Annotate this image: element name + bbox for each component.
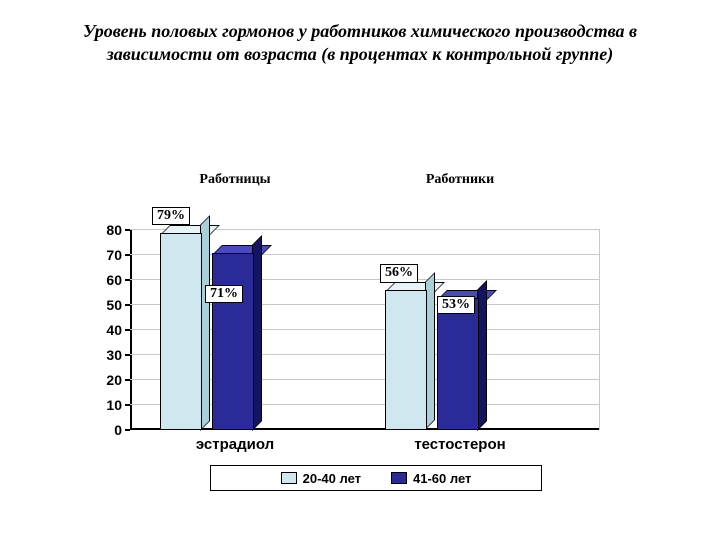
y-tick-label: 40	[106, 322, 122, 338]
legend: 20-40 лет 41-60 лет	[210, 465, 542, 491]
y-tick-mark	[125, 404, 130, 406]
y-tick-label: 50	[106, 297, 122, 313]
legend-swatch-s1	[281, 472, 297, 484]
y-tick-label: 30	[106, 347, 122, 363]
y-tick-mark	[125, 379, 130, 381]
group-header-testosterone: Работники	[380, 172, 540, 188]
callout-testosterone-s1: 56%	[380, 264, 418, 283]
y-tick-mark	[125, 229, 130, 231]
y-tick-mark	[125, 304, 130, 306]
callout-estradiol-s1: 79%	[152, 207, 190, 226]
legend-swatch-s2	[391, 472, 407, 484]
x-label-estradiol: эстрадиол	[155, 436, 315, 453]
legend-item-s1: 20-40 лет	[281, 471, 361, 486]
bar-testosterone-s2	[437, 298, 479, 431]
y-tick-mark	[125, 279, 130, 281]
plot-right-edge	[599, 230, 600, 430]
bar-estradiol-s2	[212, 253, 254, 431]
y-tick-label: 70	[106, 247, 122, 263]
chart: 0 10 20 30 40 50 60 70 80 Работницыэстрадиол Работ…	[80, 180, 610, 500]
y-tick-mark	[125, 254, 130, 256]
bar-front-face	[385, 290, 427, 430]
y-axis	[130, 230, 132, 430]
y-tick-label: 10	[106, 397, 122, 413]
page-title: Уровень половых гормонов у работников хи…	[40, 20, 680, 65]
y-tick-label: 0	[114, 422, 122, 438]
bar-front-face	[212, 253, 254, 431]
group-testosterone: Работникитестостерон	[385, 230, 535, 430]
legend-label-s2: 41-60 лет	[413, 471, 471, 486]
y-tick-mark	[125, 354, 130, 356]
group-estradiol: Работницыэстрадиол	[160, 230, 310, 430]
title-line-2: зависимости от возраста (в процентах к к…	[107, 44, 614, 64]
y-tick-label: 20	[106, 372, 122, 388]
bar-front-face	[437, 298, 479, 431]
legend-item-s2: 41-60 лет	[391, 471, 471, 486]
group-header-estradiol: Работницы	[155, 172, 315, 188]
y-tick-mark	[125, 429, 130, 431]
bar-testosterone-s1	[385, 290, 427, 430]
callout-testosterone-s2: 53%	[437, 296, 475, 315]
callout-estradiol-s2: 71%	[205, 285, 243, 304]
title-line-1: Уровень половых гормонов у работников хи…	[83, 21, 637, 41]
x-label-testosterone: тестостерон	[380, 436, 540, 453]
y-tick-label: 80	[106, 222, 122, 238]
bar-estradiol-s1	[160, 233, 202, 431]
legend-label-s1: 20-40 лет	[303, 471, 361, 486]
page: Уровень половых гормонов у работников хи…	[0, 0, 720, 540]
y-tick-label: 60	[106, 272, 122, 288]
bar-front-face	[160, 233, 202, 431]
plot-area: 01020304050607080РаботницыэстрадиолРабот…	[130, 230, 600, 430]
y-tick-mark	[125, 329, 130, 331]
